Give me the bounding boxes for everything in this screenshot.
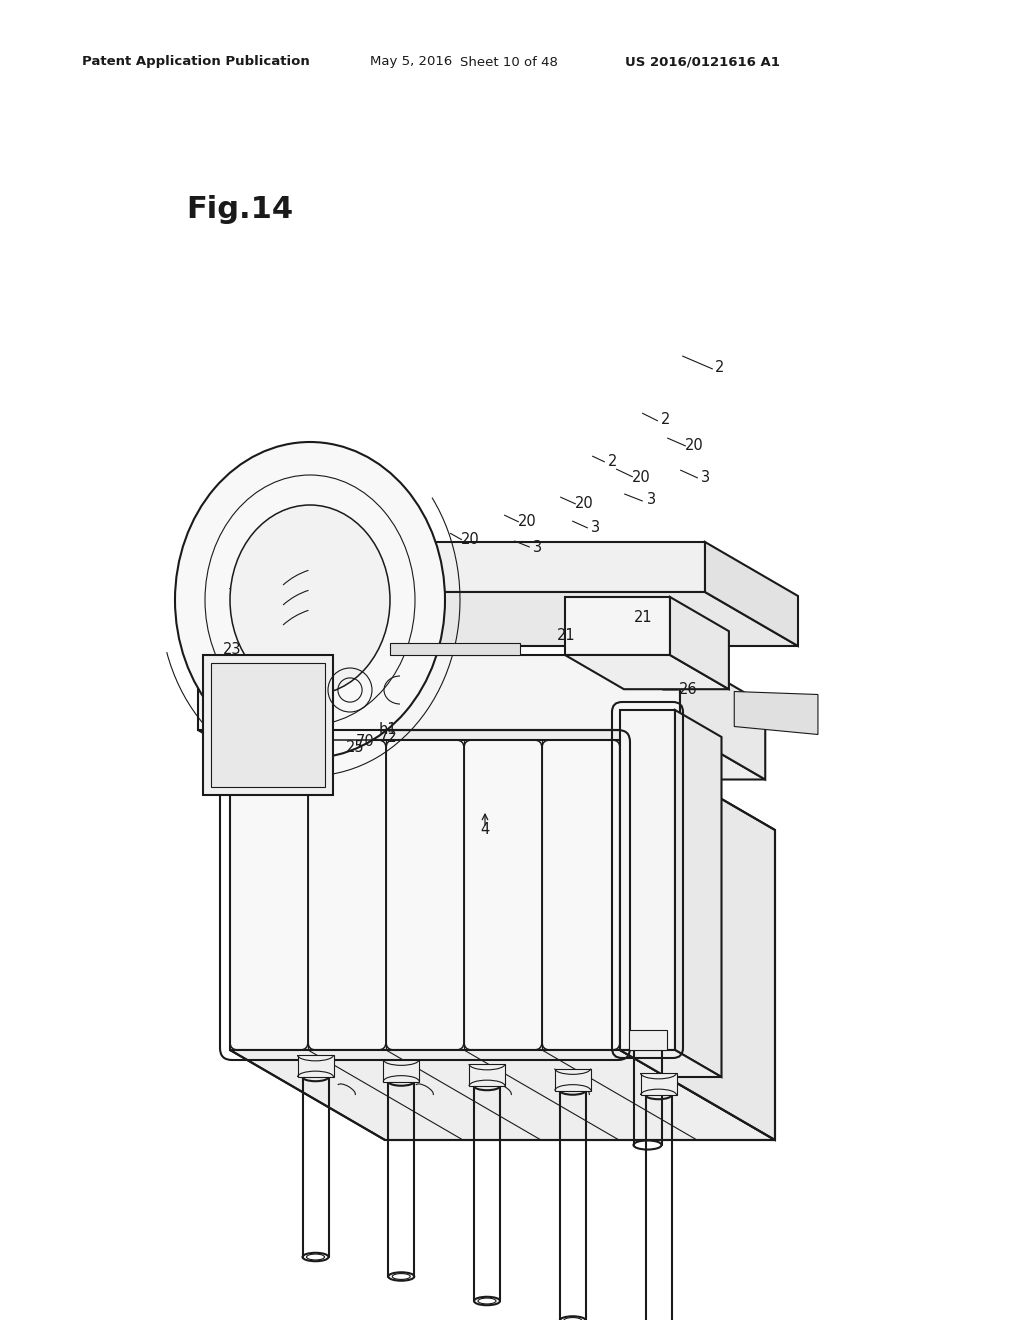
- Polygon shape: [298, 1055, 334, 1077]
- Polygon shape: [390, 643, 520, 655]
- Polygon shape: [208, 597, 313, 655]
- Ellipse shape: [230, 506, 390, 696]
- Text: 20: 20: [685, 437, 703, 453]
- Text: 24: 24: [227, 718, 247, 733]
- Polygon shape: [211, 663, 325, 787]
- Polygon shape: [228, 543, 705, 591]
- Text: 69: 69: [263, 537, 282, 553]
- Polygon shape: [228, 591, 798, 645]
- Text: 4: 4: [480, 822, 489, 837]
- Text: 2: 2: [608, 454, 617, 470]
- Text: 2: 2: [716, 360, 725, 375]
- Polygon shape: [620, 1049, 722, 1077]
- Text: 21: 21: [634, 610, 652, 626]
- Text: US 2016/0121616 A1: US 2016/0121616 A1: [625, 55, 780, 69]
- Polygon shape: [565, 597, 670, 655]
- Polygon shape: [734, 692, 818, 734]
- Polygon shape: [629, 1030, 667, 1049]
- Polygon shape: [383, 1060, 419, 1081]
- Text: 3: 3: [534, 540, 543, 554]
- Polygon shape: [565, 655, 729, 689]
- Text: 20: 20: [461, 532, 479, 548]
- Text: 23: 23: [223, 642, 242, 656]
- Polygon shape: [230, 741, 620, 1049]
- Text: 72: 72: [379, 730, 397, 746]
- Text: 20: 20: [574, 495, 593, 511]
- Text: 26: 26: [679, 682, 697, 697]
- Polygon shape: [203, 655, 333, 795]
- Text: May 5, 2016: May 5, 2016: [370, 55, 453, 69]
- Text: Fig.14: Fig.14: [186, 195, 293, 224]
- Polygon shape: [198, 730, 765, 780]
- Polygon shape: [198, 655, 680, 730]
- Text: h1: h1: [379, 722, 397, 738]
- Text: 3: 3: [592, 520, 600, 536]
- Text: 20: 20: [632, 470, 650, 484]
- Text: Patent Application Publication: Patent Application Publication: [82, 55, 309, 69]
- Polygon shape: [680, 655, 765, 780]
- Text: 3: 3: [646, 492, 655, 507]
- Text: 20: 20: [517, 515, 537, 529]
- Text: 70: 70: [355, 734, 375, 750]
- Polygon shape: [555, 1068, 591, 1090]
- Polygon shape: [230, 1049, 775, 1140]
- Polygon shape: [640, 1073, 677, 1096]
- Polygon shape: [675, 710, 722, 1077]
- Text: 25: 25: [346, 741, 365, 755]
- Polygon shape: [670, 597, 729, 689]
- Polygon shape: [313, 597, 372, 689]
- Polygon shape: [620, 741, 775, 1140]
- Polygon shape: [208, 655, 372, 689]
- Text: 2: 2: [662, 412, 671, 428]
- Polygon shape: [705, 543, 798, 645]
- Text: Sheet 10 of 48: Sheet 10 of 48: [460, 55, 558, 69]
- Polygon shape: [469, 1064, 505, 1086]
- Text: 72: 72: [227, 589, 247, 603]
- Text: 21: 21: [557, 627, 575, 643]
- Polygon shape: [620, 710, 675, 1049]
- Ellipse shape: [175, 442, 445, 758]
- Text: 3: 3: [701, 470, 711, 484]
